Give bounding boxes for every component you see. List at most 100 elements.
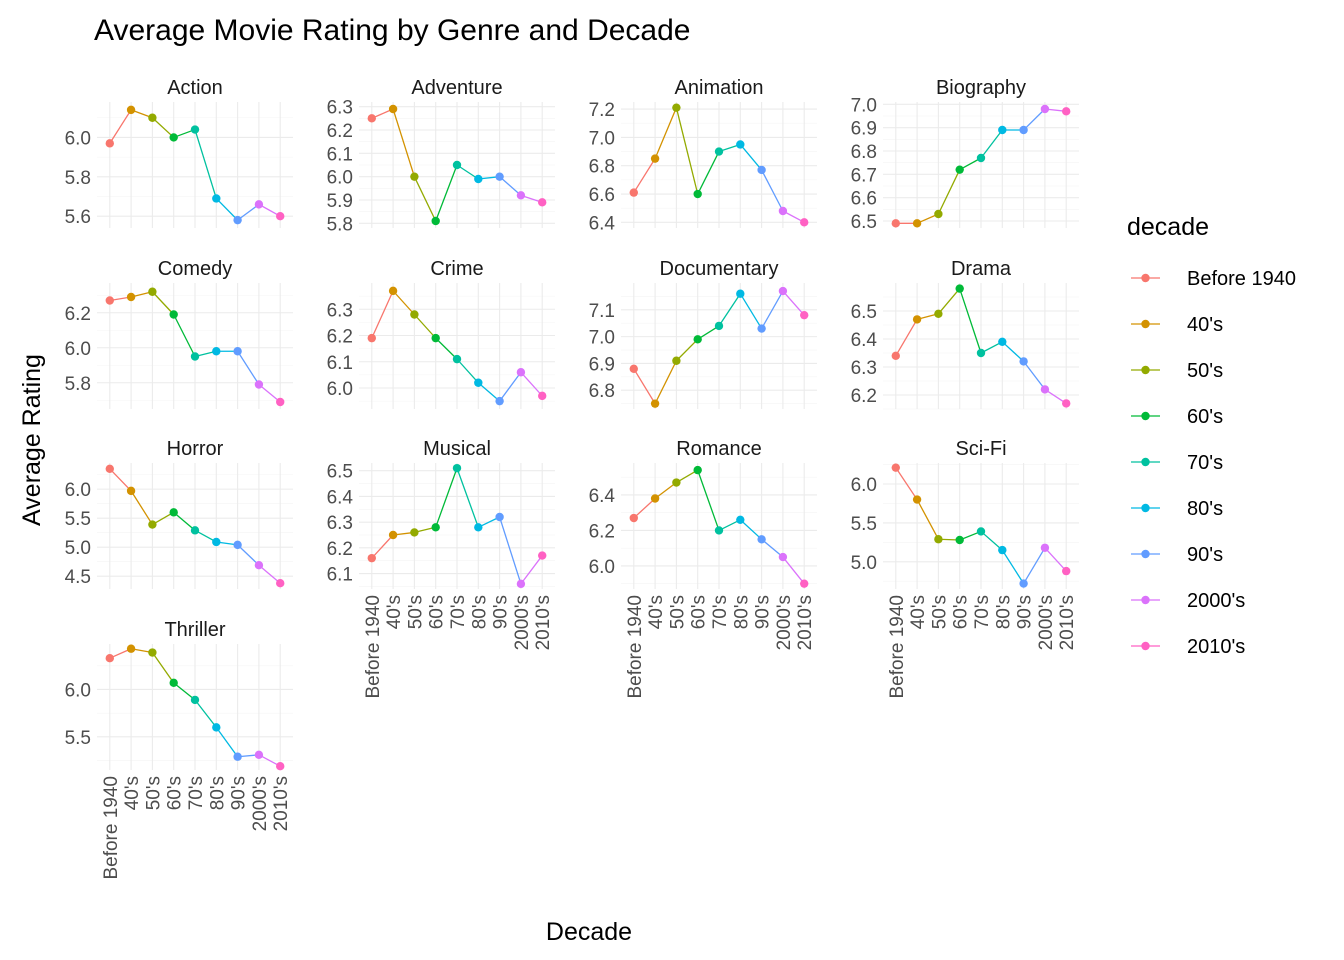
line-segment	[151, 652, 175, 684]
data-point	[410, 528, 419, 537]
x-axis-title: Decade	[546, 918, 632, 946]
data-point	[169, 508, 178, 517]
line-segment	[1044, 547, 1067, 572]
line-segment	[675, 107, 699, 195]
y-tick-label: 6.2	[327, 539, 353, 560]
data-point	[126, 644, 136, 653]
y-tick-label: 5.6	[65, 207, 91, 228]
line-segment	[173, 682, 196, 701]
data-point	[912, 219, 922, 228]
line-segment	[916, 499, 939, 540]
data-point	[495, 172, 504, 181]
x-tick-label: Before 1940	[625, 595, 646, 699]
data-point	[693, 465, 702, 475]
legend-key-point	[1141, 457, 1150, 467]
line-segment	[456, 164, 479, 180]
legend-item-60-s: 60's	[1131, 406, 1223, 428]
data-point	[1040, 104, 1050, 114]
data-point	[934, 535, 943, 544]
y-tick-label: 6.1	[327, 144, 353, 165]
data-point	[976, 348, 986, 358]
y-tick-label: 7.0	[589, 328, 615, 349]
facet-title-drama: Drama	[951, 258, 1012, 280]
data-point	[650, 399, 660, 408]
x-tick-label: 60's	[165, 776, 186, 810]
y-tick-label: 6.2	[327, 327, 353, 348]
legend-label: 60's	[1187, 406, 1223, 428]
line-segment	[435, 467, 458, 528]
legend-key-point	[1141, 641, 1150, 651]
line-segment	[237, 544, 260, 566]
facet-title-biography: Biography	[936, 77, 1026, 99]
data-point	[212, 537, 221, 547]
data-point	[105, 464, 114, 474]
x-tick-label: 2000's	[1036, 595, 1057, 650]
data-point	[891, 463, 900, 472]
data-point	[800, 310, 809, 320]
y-tick-label: 6.4	[327, 487, 354, 508]
data-point	[190, 352, 200, 361]
y-tick-label: 6.3	[327, 513, 353, 534]
facet-title-sci-fi: Sci-Fi	[955, 438, 1006, 460]
line-segment	[761, 290, 784, 329]
data-point	[757, 324, 766, 333]
y-tick-label: 6.8	[851, 142, 877, 163]
x-tick-label: 50's	[405, 595, 426, 629]
y-tick-label: 7.1	[589, 301, 615, 322]
data-point	[169, 133, 178, 142]
legend-key-point	[1141, 273, 1150, 283]
y-tick-label: 6.3	[327, 98, 353, 119]
data-point	[912, 495, 922, 504]
y-tick-label: 6.8	[589, 381, 615, 402]
line-segment	[1023, 547, 1046, 584]
data-point	[912, 315, 922, 324]
data-point	[190, 695, 200, 705]
line-segment	[151, 291, 175, 315]
data-point	[431, 216, 440, 226]
y-tick-label: 5.9	[327, 191, 353, 212]
x-tick-label: Before 1940	[101, 776, 122, 880]
line-segment	[435, 164, 458, 222]
line-segment	[371, 534, 394, 559]
line-segment	[215, 726, 239, 758]
line-segment	[392, 108, 416, 177]
legend-key-point	[1141, 549, 1150, 559]
x-tick-label: 70's	[186, 776, 207, 810]
x-tick-label: 70's	[448, 595, 469, 629]
data-point	[1062, 107, 1071, 116]
y-tick-label: 7.0	[589, 128, 615, 149]
data-point	[672, 103, 681, 112]
facet-romance: Romance 6.0 6.2 6.4 Before 1940 40's 50's 60's 7…	[589, 438, 817, 699]
x-tick-label: 90's	[491, 595, 512, 629]
facet-musical: Musical 6.1 6.2 6.3 6.4 6.5 Before 1940 40's 50'…	[327, 438, 555, 699]
data-point	[1040, 543, 1050, 552]
y-tick-label: 6.0	[589, 557, 615, 578]
line-segment	[237, 203, 260, 221]
line-segment	[980, 530, 1003, 551]
facet-horror: Horror 4.5 5.0 5.5 6.0	[65, 438, 293, 589]
data-point	[714, 147, 724, 156]
line-segment	[895, 319, 918, 357]
data-point	[538, 198, 547, 207]
line-segment	[654, 360, 677, 404]
y-tick-label: 6.4	[589, 486, 616, 507]
legend-label: 2010's	[1187, 636, 1245, 658]
facet-title-crime: Crime	[430, 258, 483, 280]
line-segment	[654, 107, 677, 159]
facet-action: Action 5.6 5.8 6.0	[65, 77, 293, 228]
x-tick-label: 70's	[972, 595, 993, 629]
data-point	[254, 560, 264, 570]
x-tick-label: 70's	[710, 595, 731, 629]
x-tick-label: 2000's	[512, 595, 533, 650]
line-segment	[194, 699, 217, 728]
data-point	[1019, 579, 1028, 588]
data-point	[998, 337, 1007, 346]
data-point	[629, 513, 638, 523]
legend-key-point	[1141, 365, 1150, 375]
data-point	[800, 218, 809, 227]
y-tick-label: 6.4	[851, 330, 878, 351]
facet-title-adventure: Adventure	[411, 77, 502, 99]
data-point	[212, 723, 221, 732]
facet-sci-fi: Sci-Fi 5.0 5.5 6.0 Before 1940 40's 50's 60's 70…	[851, 438, 1079, 699]
legend-item-80-s: 80's	[1131, 498, 1223, 520]
